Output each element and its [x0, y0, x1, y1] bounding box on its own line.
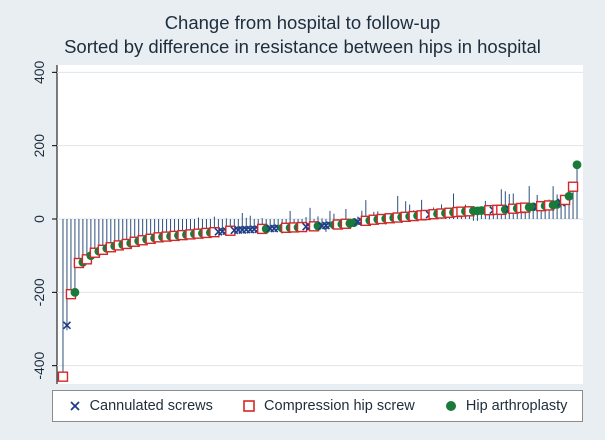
legend-label-cannulated: Cannulated screws	[89, 398, 213, 414]
y-tick-label: -200	[31, 278, 47, 306]
arthroplasty-marker	[70, 287, 80, 297]
y-tick-label: -400	[31, 351, 47, 379]
legend-item-compression: Compression hip screw	[242, 398, 415, 414]
legend-item-cannulated: Cannulated screws	[68, 398, 213, 414]
legend: Cannulated screws Compression hip screw …	[52, 390, 583, 422]
y-tick-label: 400	[31, 60, 47, 84]
arthroplasty-marker	[552, 199, 562, 209]
cross-marker-icon	[69, 401, 80, 411]
y-tick-label: 200	[31, 134, 47, 158]
y-tick-label: 0	[31, 215, 47, 223]
compression-marker	[567, 181, 579, 192]
chart-title: Change from hospital to follow-up	[164, 12, 441, 33]
arthroplasty-marker	[564, 191, 574, 201]
circle-marker-icon	[445, 401, 456, 411]
legend-label-arthroplasty: Hip arthroplasty	[465, 398, 568, 414]
square-marker-icon	[243, 400, 255, 412]
compression-marker	[57, 371, 69, 382]
chart-subtitle: Sorted by difference in resistance betwe…	[64, 36, 541, 57]
legend-item-arthroplasty: Hip arthroplasty	[444, 398, 568, 414]
cannulated-marker	[62, 321, 72, 330]
legend-label-compression: Compression hip screw	[264, 398, 415, 414]
arthroplasty-marker	[572, 160, 582, 170]
